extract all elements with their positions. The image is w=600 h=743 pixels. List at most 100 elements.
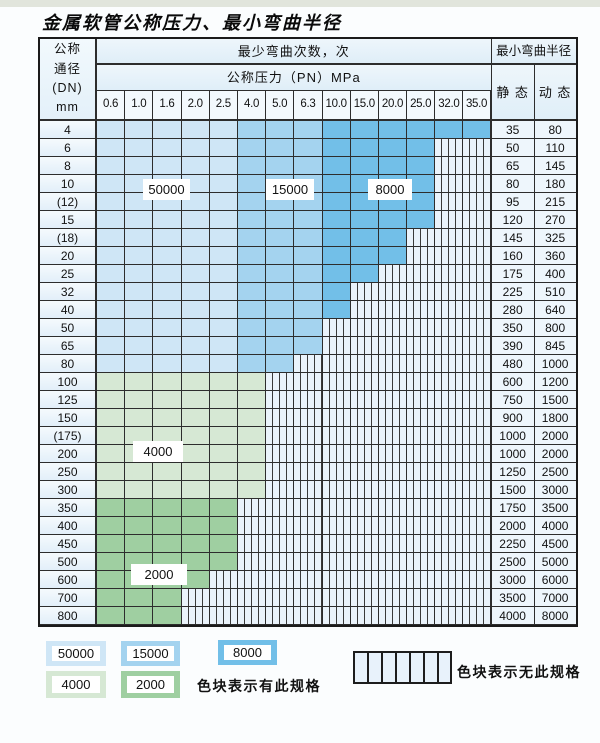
spec-cell [153, 607, 182, 625]
spec-cell [153, 337, 182, 355]
spec-cell [153, 589, 182, 607]
row-header-dn: (12) [40, 193, 97, 211]
static-radius-value: 95 [491, 193, 535, 211]
no-spec-cell [266, 409, 295, 427]
spec-cell [209, 157, 238, 175]
spec-cell [153, 301, 182, 319]
static-radius-value: 1500 [491, 481, 535, 499]
no-spec-cell [266, 607, 295, 625]
spec-cell [266, 337, 295, 355]
no-spec-cell [407, 535, 436, 553]
dynamic-radius-value: 4500 [534, 535, 576, 553]
spec-cell [181, 373, 210, 391]
static-radius-value: 35 [491, 121, 535, 139]
spec-cell [294, 319, 323, 337]
spec-cell [209, 121, 238, 139]
spec-cell [125, 211, 154, 229]
spec-cell [378, 121, 408, 139]
corner-line-3: (DN) [52, 81, 83, 95]
spec-cell [153, 481, 182, 499]
spec-cell [322, 229, 351, 247]
page-top-strip [0, 0, 600, 7]
no-spec-cell [266, 589, 295, 607]
no-spec-cell [435, 553, 464, 571]
no-spec-cell [407, 499, 436, 517]
spec-cell [350, 139, 379, 157]
spec-cell [435, 121, 464, 139]
no-spec-cell [322, 391, 351, 409]
spec-cell [125, 301, 154, 319]
spec-cell [209, 463, 238, 481]
row-header-dn: 32 [40, 283, 97, 301]
spec-cell [209, 337, 238, 355]
no-spec-cell [237, 571, 267, 589]
static-radius-value: 80 [491, 175, 535, 193]
spec-cell [125, 517, 154, 535]
row-header-dn: 10 [40, 175, 97, 193]
legend-swatch-label: 15000 [127, 645, 174, 662]
no-spec-cell [407, 301, 436, 319]
no-spec-cell [237, 607, 267, 625]
spec-cell [237, 283, 267, 301]
spec-cell [181, 427, 210, 445]
spec-cell [125, 589, 154, 607]
static-radius-value: 900 [491, 409, 535, 427]
dynamic-radius-value: 2500 [534, 463, 576, 481]
static-radius-value: 280 [491, 301, 535, 319]
no-spec-cell [350, 301, 379, 319]
no-spec-cell [463, 139, 492, 157]
static-radius-value: 3500 [491, 589, 535, 607]
pressure-col-header: 5.0 [266, 91, 295, 121]
spec-cell [181, 229, 210, 247]
spec-cell [350, 157, 379, 175]
no-spec-cell [407, 337, 436, 355]
legend-swatch-label: 2000 [127, 676, 174, 693]
no-spec-cell [407, 355, 436, 373]
spec-cell [125, 121, 154, 139]
spec-cell [237, 157, 267, 175]
no-spec-cell [350, 409, 379, 427]
spec-cell [209, 373, 238, 391]
spec-cell [209, 355, 238, 373]
no-spec-cell [435, 391, 464, 409]
pressure-col-header: 15.0 [350, 91, 379, 121]
no-spec-cell [463, 589, 492, 607]
no-spec-cell [294, 607, 323, 625]
spec-table: 公称 通径 (DN) mm 最少弯曲次数，次 最小弯曲半径 公称压力（PN）MP… [38, 37, 578, 627]
spec-cell [153, 409, 182, 427]
static-radius-value: 350 [491, 319, 535, 337]
spec-cell [181, 499, 210, 517]
no-spec-cell [322, 553, 351, 571]
spec-cell [209, 553, 238, 571]
min-bend-radius-header: 最小弯曲半径 [491, 39, 576, 65]
no-spec-cell [463, 463, 492, 481]
spec-cell [209, 499, 238, 517]
no-spec-cell [322, 571, 351, 589]
row-header-dn: 500 [40, 553, 97, 571]
row-header-dn: 700 [40, 589, 97, 607]
dynamic-radius-value: 180 [534, 175, 576, 193]
row-header-dn: 80 [40, 355, 97, 373]
no-spec-cell [463, 175, 492, 193]
spec-cell [322, 283, 351, 301]
spec-cell [153, 157, 182, 175]
spec-cell [181, 571, 210, 589]
spec-cell [153, 139, 182, 157]
row-header-dn: 450 [40, 535, 97, 553]
spec-cell [97, 355, 126, 373]
spec-cell [209, 391, 238, 409]
dynamic-radius-value: 2000 [534, 445, 576, 463]
no-spec-cell [378, 499, 408, 517]
spec-cell [350, 265, 379, 283]
corner-line-2: 通径 [53, 61, 81, 76]
row-header-dn: 20 [40, 247, 97, 265]
row-header-dn: 50 [40, 319, 97, 337]
static-radius-value: 4000 [491, 607, 535, 625]
static-radius-value: 2500 [491, 553, 535, 571]
spec-cell [97, 139, 126, 157]
no-spec-cell [463, 319, 492, 337]
row-header-dn: 8 [40, 157, 97, 175]
spec-cell [153, 355, 182, 373]
pressure-col-header: 1.6 [153, 91, 182, 121]
dynamic-radius-value: 325 [534, 229, 576, 247]
